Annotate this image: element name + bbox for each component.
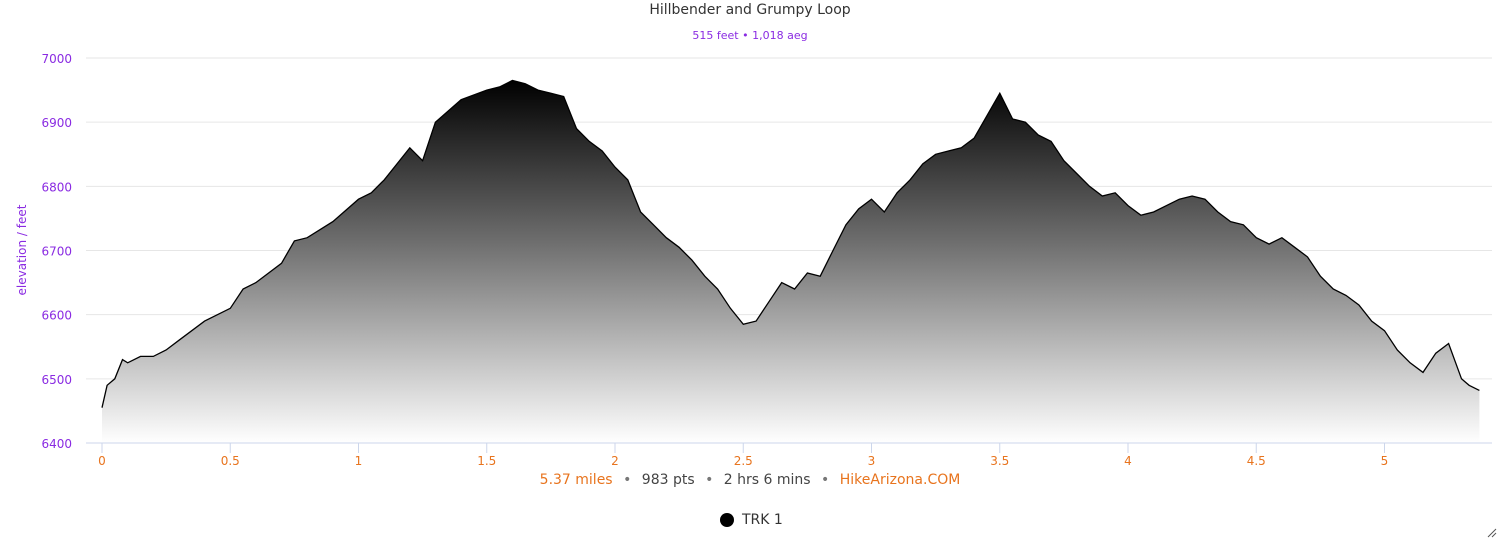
y-tick-label: 7000 <box>41 52 72 66</box>
x-tick-label: 0 <box>98 454 106 468</box>
legend-label: TRK 1 <box>742 512 783 528</box>
y-tick-label: 6700 <box>41 245 72 259</box>
chart-credits: 5.37 miles • 983 pts • 2 hrs 6 mins • Hi… <box>0 472 1500 488</box>
chart-title: Hillbender and Grumpy Loop <box>649 2 850 18</box>
duration-text: 2 hrs 6 mins <box>723 472 811 488</box>
separator: • <box>623 472 632 488</box>
x-tick-label: 3.5 <box>990 454 1009 468</box>
legend-item-trk1[interactable]: TRK 1 <box>720 512 783 528</box>
distance-text: 5.37 miles <box>539 472 613 488</box>
chart-subtitle: 515 feet • 1,018 aeg <box>692 29 807 42</box>
x-tick-label: 2.5 <box>734 454 753 468</box>
y-tick-label: 6400 <box>41 437 72 451</box>
x-tick-label: 3 <box>868 454 876 468</box>
y-tick-label: 6600 <box>41 309 72 323</box>
axes: 6400 6500 6600 6700 6800 6900 7000 0 0.5 1 1.5 2 2.5… <box>41 52 1492 468</box>
elevation-area <box>102 80 1480 443</box>
points-text: 983 pts <box>641 472 695 488</box>
resize-handle-icon[interactable] <box>1487 528 1497 538</box>
x-tick-label: 2 <box>611 454 619 468</box>
y-axis-label: elevation / feet <box>15 204 29 295</box>
x-tick-label: 5 <box>1381 454 1389 468</box>
y-tick-label: 6900 <box>41 116 72 130</box>
elevation-line <box>101 79 1480 408</box>
legend-circle-icon <box>720 513 734 527</box>
separator: • <box>705 472 714 488</box>
x-tick-label: 1 <box>355 454 363 468</box>
x-tick-label: 1.5 <box>477 454 496 468</box>
plot-area <box>101 79 1480 443</box>
y-tick-label: 6500 <box>41 373 72 387</box>
site-link[interactable]: HikeArizona.COM <box>839 472 961 488</box>
y-tick-label: 6800 <box>41 180 72 194</box>
x-tick-label: 4 <box>1124 454 1132 468</box>
separator: • <box>821 472 830 488</box>
x-tick-label: 0.5 <box>221 454 240 468</box>
x-tick-label: 4.5 <box>1247 454 1266 468</box>
